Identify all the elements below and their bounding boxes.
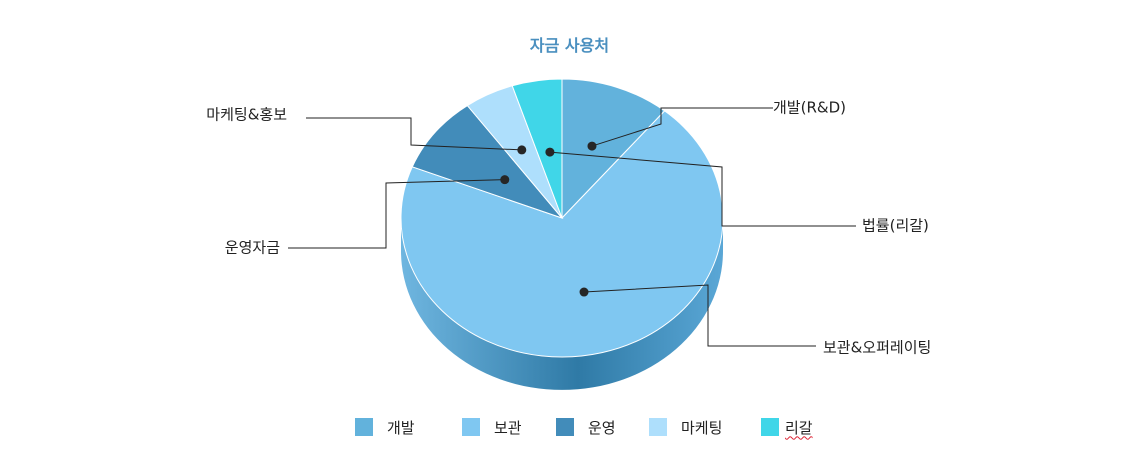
leader-line (549, 151, 856, 227)
callouts: 개발(R&D) 법률(리갈) 보관&오퍼레이팅 운영자금 마케팅&홍보 (206, 99, 931, 357)
legend-label: 보관 (494, 418, 522, 437)
legend-item-marketing: 마케팅 (649, 414, 722, 440)
leader-dot (517, 145, 527, 155)
leader-dot (545, 147, 555, 157)
legend-swatch (462, 418, 480, 436)
callout-dev: 개발(R&D) (587, 99, 846, 151)
leader-dot (579, 287, 589, 297)
legend-item-dev: 개발 (355, 414, 415, 440)
pie-top (400, 78, 724, 358)
legend-swatch (556, 418, 574, 436)
leader-line (306, 117, 522, 151)
legend-label: 개발 (387, 418, 415, 437)
callout-label: 마케팅&홍보 (206, 106, 287, 124)
legend-label: 마케팅 (681, 418, 723, 437)
legend-item-operations: 운영 (556, 414, 616, 440)
callout-storage: 보관&오퍼레이팅 (579, 284, 931, 357)
legend-swatch (649, 418, 667, 436)
legend-swatch (761, 418, 779, 436)
leader-line (288, 179, 505, 249)
leader-line (591, 107, 773, 147)
callout-label: 법률(리갈) (862, 217, 929, 235)
callout-label: 개발(R&D) (773, 99, 846, 117)
legend-item-storage: 보관 (462, 414, 522, 440)
pie-slice-2 (400, 110, 724, 358)
pie-slice-5 (511, 78, 563, 219)
legend-label: 운영 (588, 418, 616, 437)
callout-label: 보관&오퍼레이팅 (823, 339, 931, 357)
pie-side (401, 218, 723, 390)
callout-marketing: 마케팅&홍보 (206, 106, 527, 155)
callout-label: 운영자금 (225, 239, 280, 257)
legend-item-legal: 리갈 (761, 414, 813, 440)
callout-operations: 운영자금 (225, 175, 510, 257)
callout-legal: 법률(리갈) (545, 147, 929, 235)
pie-slice-3 (411, 104, 564, 220)
leader-dot (500, 175, 510, 185)
chart-title: 자금 사용처 (529, 36, 610, 55)
leader-dot (587, 141, 597, 151)
pie-side-wall (401, 218, 723, 390)
legend-swatch (355, 418, 373, 436)
legend-label: 리갈 (785, 418, 813, 437)
leader-line (583, 284, 816, 347)
